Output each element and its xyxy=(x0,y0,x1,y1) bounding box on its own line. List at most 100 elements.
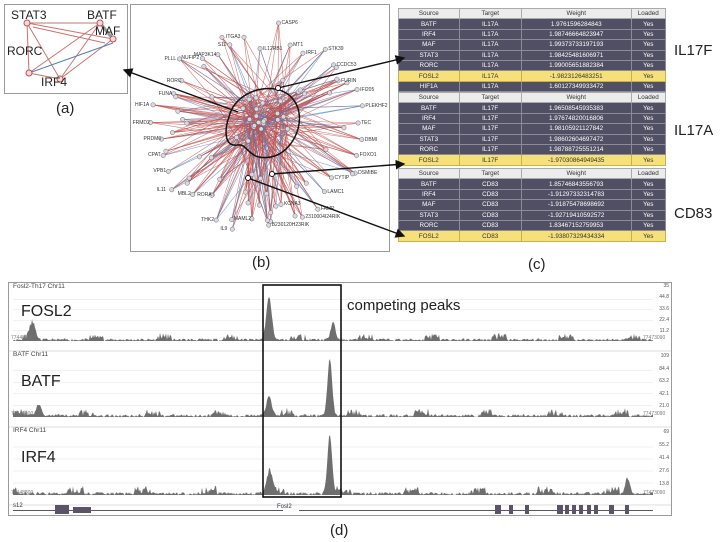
node-label: CASP6 xyxy=(281,20,298,27)
edge-activation xyxy=(221,37,281,102)
panel-d-genome-browser: Fosl2-Th17 Chr11 FOSL2 BATF Chr11 BATF I… xyxy=(8,282,672,516)
node-label-batf: BATF xyxy=(87,8,117,22)
arrow-to-cd83-table xyxy=(247,177,406,238)
scale-tick: 63.2 xyxy=(659,378,669,385)
network-node xyxy=(173,94,179,100)
edge-activation xyxy=(264,119,307,184)
network-node xyxy=(253,95,259,101)
table-row-highlighted: FOSL2 CD83 -1.93807329434334 Yes xyxy=(398,230,667,242)
network-node xyxy=(299,214,305,220)
edge-repression xyxy=(211,96,250,100)
node-label: CPAT xyxy=(148,152,161,159)
signal-track-2 xyxy=(9,435,671,506)
network-node xyxy=(322,46,328,52)
network-node xyxy=(150,102,156,108)
edge-activation xyxy=(267,128,288,221)
gene-label-fosl2: Fosl2 xyxy=(277,504,292,510)
edge-activation xyxy=(211,96,263,104)
arrow-to-il17f-table xyxy=(277,55,406,89)
network-node xyxy=(300,50,306,56)
edge-activation xyxy=(172,98,250,133)
edge-repression xyxy=(277,119,353,175)
edge-activation xyxy=(283,116,327,150)
node-label: IRF1 xyxy=(305,50,317,57)
network-node xyxy=(256,119,261,125)
edge-activation xyxy=(266,101,281,194)
network-node xyxy=(354,152,360,158)
signal-area xyxy=(13,296,653,341)
network-node xyxy=(159,136,164,142)
track-label-batf: BATF xyxy=(21,373,61,390)
node-label: IL9 xyxy=(220,226,228,233)
table-row: HIF1A IL17A 1.60127349933472 Yes xyxy=(398,80,667,93)
node-label: DBMI xyxy=(364,136,378,143)
edge-activation xyxy=(172,122,260,133)
exon xyxy=(594,505,598,514)
edge-repression xyxy=(253,126,297,187)
network-node xyxy=(359,137,365,142)
network-node xyxy=(240,105,246,111)
edge-repression xyxy=(259,49,326,124)
signal-area xyxy=(13,359,653,417)
scale-tick: 35 xyxy=(663,283,669,289)
edge-activation xyxy=(253,122,359,128)
node-label: MAP3K14 xyxy=(193,51,217,58)
network-node xyxy=(260,100,266,106)
node-label: FOXO1 xyxy=(359,152,377,159)
network-node xyxy=(180,117,186,122)
exon xyxy=(55,505,69,514)
cell-loaded: Yes xyxy=(630,154,667,166)
signal-track-0 xyxy=(9,296,671,352)
edge-activation xyxy=(283,116,362,140)
node-label: FURIN xyxy=(341,77,357,84)
edge-activation xyxy=(256,108,268,221)
network-node xyxy=(199,55,205,61)
exon xyxy=(495,505,501,514)
edge-activation xyxy=(172,115,257,133)
network-node xyxy=(247,116,252,122)
network-node xyxy=(249,216,255,222)
edge-activation xyxy=(263,93,305,124)
network-node xyxy=(186,175,192,181)
edge-activation xyxy=(229,44,250,120)
node-label: LAMC1 xyxy=(327,188,345,195)
signal-area xyxy=(13,435,653,495)
gene-model xyxy=(13,505,653,514)
caption-c: (c) xyxy=(528,256,546,273)
scale-tick: 42.1 xyxy=(659,390,669,397)
cell-target: IL17A xyxy=(458,80,522,93)
scale-tick: 41.4 xyxy=(659,455,669,462)
network-node xyxy=(327,90,333,96)
edge-activation xyxy=(287,128,362,140)
track-end-fosl2: 77473090 xyxy=(643,335,666,341)
node-label: S11 xyxy=(217,41,227,48)
edge-activation xyxy=(153,104,284,118)
network-node xyxy=(333,65,339,70)
network-node xyxy=(261,118,267,124)
exon xyxy=(625,505,629,514)
network-node xyxy=(165,168,171,174)
track-title-irf4: IRF4 Chr11 xyxy=(13,427,47,434)
network-node xyxy=(163,148,169,154)
network-node xyxy=(297,87,303,93)
network-node xyxy=(273,203,279,209)
scale-tick: 44.8 xyxy=(659,294,669,301)
edge-activation xyxy=(163,126,255,156)
scale-tick: 33.6 xyxy=(659,305,669,312)
edge-repression xyxy=(242,108,268,221)
node-label: FUNA xyxy=(158,90,173,97)
network-node xyxy=(323,147,329,152)
edge-activation xyxy=(255,49,326,99)
node-label-irf4: IRF4 xyxy=(41,75,68,89)
network-node xyxy=(215,52,221,58)
exon xyxy=(572,505,576,514)
table-label-il17f: IL17F xyxy=(674,42,713,59)
edge-repression xyxy=(263,123,271,222)
edge-activation xyxy=(251,123,264,219)
node-label: IL11 xyxy=(156,186,167,193)
cell-target: CD83 xyxy=(458,230,522,242)
node-label: NUFIP2 xyxy=(181,55,200,62)
table-row-highlighted: FOSL2 IL17F -1.97030864949435 Yes xyxy=(398,154,667,166)
edge-activation xyxy=(211,113,278,196)
node-label: PRDM6 xyxy=(143,136,162,143)
